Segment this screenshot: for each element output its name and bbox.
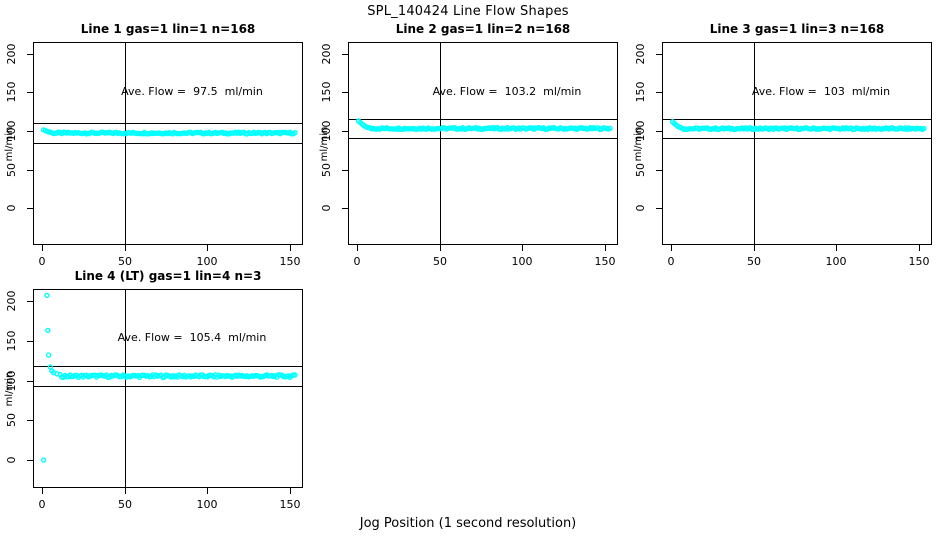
- panel-title-line-2: Line 2 gas=1 lin=2 n=168: [395, 22, 571, 36]
- y-axis-tick-label: 200: [320, 43, 333, 65]
- y-axis-unit-label: ml/min: [4, 126, 15, 161]
- y-axis-tick-label: 200: [5, 43, 18, 65]
- panel-title-line-3: Line 3 gas=1 lin=3 n=168: [709, 22, 885, 36]
- reference-vline-x50: [754, 42, 755, 245]
- reference-vline-x50: [440, 42, 441, 245]
- x-axis-tick-label: 150: [279, 255, 301, 268]
- y-axis-tick: [342, 131, 348, 132]
- y-axis-tick-label: 0: [5, 456, 18, 464]
- x-axis-tick-label: 50: [433, 255, 447, 268]
- panel-title-line-4: Line 4 (LT) gas=1 lin=4 n=3: [74, 269, 262, 283]
- y-axis-tick: [27, 208, 33, 209]
- y-axis-tick: [342, 208, 348, 209]
- x-axis-tick: [42, 245, 43, 251]
- ave-flow-annotation-line-1: Ave. Flow = 97.5 ml/min: [121, 85, 263, 98]
- x-axis-title: Jog Position (1 second resolution): [359, 516, 577, 531]
- y-axis-tick-label: 150: [5, 81, 18, 103]
- y-axis-tick-label: 200: [5, 290, 18, 312]
- y-axis-tick: [27, 420, 33, 421]
- y-axis-tick: [27, 92, 33, 93]
- y-axis-tick: [656, 131, 662, 132]
- y-axis-unit-label: ml/min: [319, 126, 330, 161]
- x-axis-tick: [125, 245, 126, 251]
- ref-line-lower: [33, 386, 303, 387]
- y-axis-tick-label: 0: [634, 204, 647, 212]
- ref-line-lower: [33, 143, 303, 144]
- x-axis-tick: [207, 488, 208, 494]
- y-axis-tick: [27, 301, 33, 302]
- x-axis-tick-label: 150: [908, 255, 930, 268]
- ref-line-upper: [33, 366, 303, 367]
- x-axis-tick-label: 100: [825, 255, 847, 268]
- x-axis-tick-label: 150: [594, 255, 616, 268]
- y-axis-unit-label: ml/min: [4, 371, 15, 406]
- y-axis-tick: [656, 54, 662, 55]
- x-axis-tick: [42, 488, 43, 494]
- x-axis-tick-label: 100: [196, 255, 218, 268]
- x-axis-tick: [290, 488, 291, 494]
- y-axis-tick-label: 150: [634, 81, 647, 103]
- x-axis-tick: [440, 245, 441, 251]
- ref-line-upper: [33, 123, 303, 124]
- plot-box-line-4: [33, 289, 303, 488]
- reference-vline-x50: [125, 289, 126, 488]
- ave-flow-annotation-line-2: Ave. Flow = 103.2 ml/min: [432, 85, 582, 98]
- panel-title-line-1: Line 1 gas=1 lin=1 n=168: [80, 22, 256, 36]
- x-axis-tick: [522, 245, 523, 251]
- plot-box-line-2: [348, 42, 618, 245]
- x-axis-tick-label: 100: [196, 498, 218, 511]
- x-axis-tick: [836, 245, 837, 251]
- data-points-line-1: [40, 127, 298, 137]
- x-axis-tick-label: 100: [511, 255, 533, 268]
- x-axis-tick-label: 0: [38, 498, 46, 511]
- x-axis-tick-label: 50: [118, 498, 132, 511]
- x-axis-tick: [605, 245, 606, 251]
- x-axis-tick: [290, 245, 291, 251]
- y-axis-tick-label: 150: [320, 81, 333, 103]
- x-axis-tick-label: 50: [118, 255, 132, 268]
- x-axis-tick: [125, 488, 126, 494]
- x-axis-tick-label: 50: [747, 255, 761, 268]
- x-axis-tick: [357, 245, 358, 251]
- y-axis-tick: [342, 170, 348, 171]
- ref-line-lower: [662, 138, 932, 139]
- x-axis-tick-label: 0: [667, 255, 675, 268]
- data-points-line-2: [355, 118, 613, 133]
- y-axis-tick: [656, 208, 662, 209]
- x-axis-tick-label: 0: [38, 255, 46, 268]
- y-axis-unit-label: ml/min: [633, 126, 644, 161]
- y-axis-tick-label: 0: [320, 204, 333, 212]
- x-axis-tick: [919, 245, 920, 251]
- y-axis-tick: [27, 341, 33, 342]
- y-axis-tick-label: 200: [634, 43, 647, 65]
- y-axis-tick: [342, 92, 348, 93]
- figure-title: SPL_140424 Line Flow Shapes: [367, 4, 569, 19]
- ref-line-upper: [662, 119, 932, 120]
- y-axis-tick-label: 150: [5, 330, 18, 352]
- y-axis-tick: [656, 92, 662, 93]
- y-axis-tick: [342, 54, 348, 55]
- ref-line-lower: [348, 138, 618, 139]
- x-axis-tick: [671, 245, 672, 251]
- x-axis-tick-label: 150: [279, 498, 301, 511]
- y-axis-tick: [656, 170, 662, 171]
- y-axis-tick-label: 0: [5, 204, 18, 212]
- x-axis-tick-label: 0: [353, 255, 361, 268]
- data-points-line-4: [40, 292, 298, 463]
- plot-box-line-3: [662, 42, 932, 245]
- data-points-line-3: [669, 119, 927, 133]
- y-axis-tick: [27, 460, 33, 461]
- y-axis-tick: [27, 54, 33, 55]
- ave-flow-annotation-line-3: Ave. Flow = 103 ml/min: [751, 85, 891, 98]
- y-axis-tick: [27, 131, 33, 132]
- y-axis-tick: [27, 170, 33, 171]
- x-axis-tick: [207, 245, 208, 251]
- ave-flow-annotation-line-4: Ave. Flow = 105.4 ml/min: [117, 331, 267, 344]
- y-axis-tick: [27, 381, 33, 382]
- ref-line-upper: [348, 119, 618, 120]
- x-axis-tick: [754, 245, 755, 251]
